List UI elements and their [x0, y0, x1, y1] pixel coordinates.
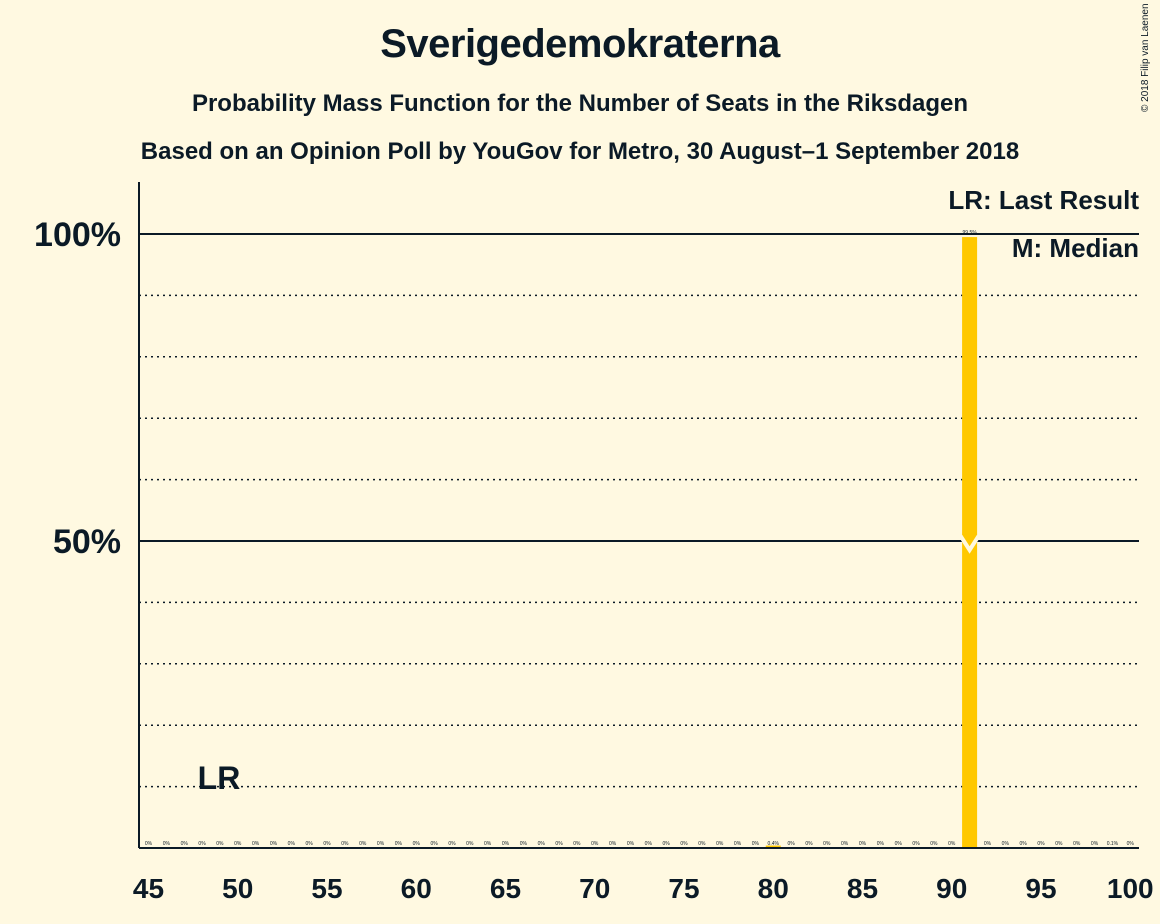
bar-label-seat-71: 0% [609, 841, 617, 847]
bar-label-seat-81: 0% [787, 841, 795, 847]
bar-series [765, 237, 1120, 848]
bar-label-seat-99: 0.1% [1107, 841, 1119, 847]
bar-label-seat-60: 0% [413, 841, 421, 847]
bar-label-seat-97: 0% [1073, 841, 1081, 847]
bar-value-labels: 0% 0% 0% 0% 0% 0% 0% 0% 0% 0% 0% 0% 0% 0% 0% 0% 0% 0% 0% 0%… [145, 230, 1135, 847]
x-tick-label: 60 [401, 873, 432, 904]
bar-label-seat-49: 0% [216, 841, 224, 847]
x-tick-label: 50 [222, 873, 253, 904]
axes [138, 182, 1139, 849]
bar-label-seat-51: 0% [252, 841, 260, 847]
bar-label-seat-77: 0% [716, 841, 724, 847]
x-tick-label: 75 [668, 873, 699, 904]
x-tick-label: 65 [490, 873, 521, 904]
bar-label-seat-84: 0% [841, 841, 849, 847]
bar-label-seat-69: 0% [573, 841, 581, 847]
x-tick-label: 90 [936, 873, 967, 904]
x-tick-label: 70 [579, 873, 610, 904]
bar-label-seat-73: 0% [645, 841, 653, 847]
legend-median: M: Median [1012, 233, 1139, 263]
y-tick-label: 100% [34, 216, 121, 254]
x-tick-labels: 45 50 55 60 65 70 75 80 85 90 95 100 [133, 873, 1154, 904]
bar-label-seat-96: 0% [1055, 841, 1063, 847]
x-tick-label: 45 [133, 873, 164, 904]
bar-label-seat-76: 0% [698, 841, 706, 847]
bar-label-seat-64: 0% [484, 841, 492, 847]
bar-label-seat-55: 0% [323, 841, 331, 847]
bar-label-seat-50: 0% [234, 841, 242, 847]
bar-label-seat-52: 0% [270, 841, 278, 847]
bar-label-seat-70: 0% [591, 841, 599, 847]
x-tick-label: 85 [847, 873, 878, 904]
bar-label-seat-53: 0% [288, 841, 296, 847]
bar-label-seat-58: 0% [377, 841, 385, 847]
bar-label-seat-61: 0% [430, 841, 438, 847]
bar-label-seat-66: 0% [520, 841, 528, 847]
bar-seat-80 [765, 845, 781, 848]
bar-label-seat-75: 0% [680, 841, 688, 847]
legend-last-result: LR: Last Result [948, 185, 1139, 215]
bar-label-seat-54: 0% [306, 841, 314, 847]
bar-label-seat-65: 0% [502, 841, 510, 847]
bar-label-seat-87: 0% [895, 841, 903, 847]
bar-label-seat-56: 0% [341, 841, 349, 847]
bar-label-seat-100: 0% [1127, 841, 1135, 847]
last-result-marker: LR [198, 760, 241, 796]
bar-label-seat-78: 0% [734, 841, 742, 847]
bar-label-seat-59: 0% [395, 841, 403, 847]
bar-label-seat-85: 0% [859, 841, 867, 847]
bar-label-seat-93: 0% [1002, 841, 1010, 847]
bar-label-seat-82: 0% [805, 841, 813, 847]
bar-label-seat-74: 0% [663, 841, 671, 847]
bar-label-seat-92: 0% [984, 841, 992, 847]
x-tick-label: 100 [1107, 873, 1154, 904]
bar-label-seat-57: 0% [359, 841, 367, 847]
bar-label-seat-94: 0% [1020, 841, 1028, 847]
chart-source-line: Based on an Opinion Poll by YouGov for M… [140, 138, 1020, 165]
bar-label-seat-46: 0% [163, 841, 171, 847]
bar-label-seat-90: 0% [948, 841, 956, 847]
bar-label-seat-86: 0% [877, 841, 885, 847]
bar-label-seat-91: 99.5% [963, 230, 978, 236]
bar-label-seat-47: 0% [181, 841, 189, 847]
bar-label-seat-63: 0% [466, 841, 474, 847]
bar-label-seat-45: 0% [145, 841, 153, 847]
chart-subtitle: Probability Mass Function for the Number… [191, 90, 969, 117]
bar-label-seat-72: 0% [627, 841, 635, 847]
bar-seat-91 [962, 237, 978, 848]
bar-label-seat-95: 0% [1037, 841, 1045, 847]
median-marker [958, 534, 981, 554]
bar-label-seat-62: 0% [448, 841, 456, 847]
y-tick-labels: 50% 100% [34, 216, 121, 561]
bar-label-seat-83: 0% [823, 841, 831, 847]
x-tick-label: 80 [758, 873, 789, 904]
x-tick-label: 95 [1025, 873, 1056, 904]
bar-label-seat-48: 0% [198, 841, 206, 847]
bar-label-seat-68: 0% [555, 841, 563, 847]
bar-label-seat-79: 0% [752, 841, 760, 847]
bar-label-seat-89: 0% [930, 841, 938, 847]
bar-label-seat-88: 0% [912, 841, 920, 847]
x-tick-label: 55 [311, 873, 342, 904]
bar-label-seat-98: 0% [1091, 841, 1099, 847]
bar-label-seat-67: 0% [538, 841, 546, 847]
bar-label-seat-80: 0.4% [768, 841, 780, 847]
grid-lines [139, 233, 1139, 788]
chart-title: Sverigedemokraterna [380, 22, 780, 66]
y-tick-label: 50% [53, 523, 121, 561]
